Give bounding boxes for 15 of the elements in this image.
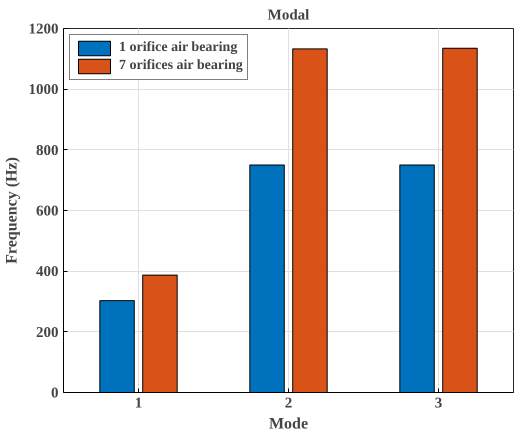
- legend-label: 1 orifice air bearing: [119, 39, 238, 57]
- legend-label: 7 orifices air bearing: [119, 57, 243, 75]
- y-tick-label: 200: [36, 324, 58, 341]
- x-tick-label: 3: [434, 396, 442, 412]
- y-tick-label: 0: [51, 386, 58, 402]
- y-tick-label: 1200: [28, 22, 58, 38]
- x-tick-label: 2: [284, 396, 292, 412]
- chart-title: Modal: [268, 8, 310, 24]
- y-axis-title: Frequency (Hz): [4, 157, 20, 264]
- x-axis-title: Mode: [268, 416, 308, 432]
- y-tick-label: 1000: [28, 82, 58, 98]
- y-tick-label: 400: [36, 264, 58, 280]
- y-tick-label: 600: [36, 204, 58, 220]
- y-tick-label: 800: [36, 142, 58, 159]
- x-tick-label: 1: [134, 396, 142, 412]
